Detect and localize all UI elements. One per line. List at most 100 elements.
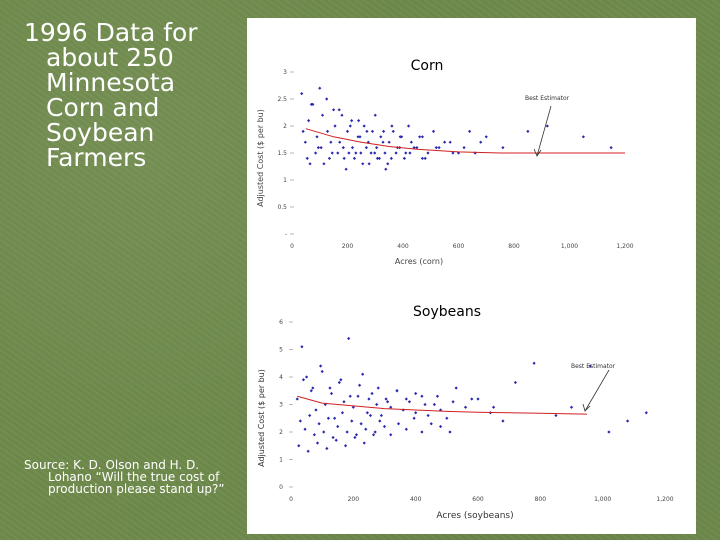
- corn-data-point: [345, 129, 350, 133]
- soybeans-data-point: [334, 438, 338, 442]
- soybeans-y-tick-label: 3: [279, 402, 283, 409]
- soybeans-x-tick-label: 600: [472, 496, 484, 503]
- soybeans-data-point: [378, 419, 382, 423]
- soybeans-x-tick-label: 1,000: [594, 496, 611, 503]
- soybeans-data-point: [342, 400, 346, 404]
- soybeans-y-axis-label: Adjusted Cost ($ per bu): [257, 369, 266, 467]
- soybeans-chart-title: Soybeans: [413, 304, 481, 320]
- soybeans-data-point: [354, 433, 359, 437]
- soybeans-data-point: [414, 411, 418, 415]
- source-line-2: Lohano “Will the true cost of: [48, 470, 220, 484]
- corn-data-point: [319, 146, 323, 150]
- soybeans-data-point: [309, 389, 313, 393]
- soybeans-data-point: [353, 435, 357, 440]
- corn-x-tick-label: 1,200: [616, 243, 633, 250]
- corn-y-tick-label: 2.5: [277, 96, 287, 103]
- soybeans-y-tick-label: 1: [279, 457, 283, 464]
- soybeans-data-point: [404, 427, 408, 431]
- corn-data-point: [348, 124, 352, 128]
- corn-data-point: [431, 129, 436, 133]
- soybeans-data-point: [331, 435, 335, 440]
- corn-data-point: [362, 124, 366, 128]
- soybeans-data-point: [429, 422, 433, 426]
- soybeans-data-point: [448, 430, 452, 434]
- title-line-2: about 250: [46, 43, 174, 72]
- soybeans-data-point: [347, 336, 351, 341]
- corn-data-point: [420, 156, 425, 160]
- soybeans-data-point: [303, 427, 307, 431]
- soybeans-data-point: [304, 375, 309, 379]
- corn-data-point: [389, 156, 393, 160]
- corn-data-point: [301, 129, 305, 133]
- soybeans-data-point: [370, 391, 374, 396]
- soybeans-data-point: [412, 416, 416, 420]
- corn-data-point: [383, 151, 387, 155]
- title-line-6: Farmers: [46, 143, 147, 172]
- corn-data-point: [354, 151, 358, 155]
- slide-title: 1996 Data for about 250 Minnesota Corn a…: [24, 20, 234, 170]
- corn-data-point: [337, 108, 341, 112]
- corn-data-point: [434, 146, 438, 150]
- soybeans-data-point: [414, 391, 418, 396]
- corn-data-point: [408, 151, 412, 155]
- corn-data-point: [370, 129, 375, 133]
- soybeans-x-tick-label: 800: [535, 496, 547, 503]
- corn-y-tick-label: -: [285, 231, 287, 238]
- soybeans-data-point: [435, 394, 440, 398]
- soybeans-y-tick-label: 6: [279, 319, 283, 326]
- corn-data-point: [344, 167, 348, 171]
- soybeans-data-point: [328, 386, 332, 390]
- corn-chart: Corn Acres (corn) Adjusted Cost ($ per b…: [256, 58, 634, 266]
- soybeans-data-point: [361, 372, 365, 376]
- soybeans-x-tick-label: 1,200: [656, 496, 673, 503]
- soybeans-data-point: [476, 397, 480, 401]
- title-line-3: Minnesota: [46, 68, 176, 97]
- soybeans-data-point: [314, 408, 318, 412]
- corn-data-point: [418, 135, 422, 139]
- corn-data-point: [375, 146, 379, 150]
- corn-x-tick-label: 400: [397, 243, 409, 250]
- soybeans-x-axis-label: Acres (soybeans): [436, 511, 513, 521]
- corn-data-point: [352, 156, 357, 160]
- corn-data-point: [320, 113, 325, 117]
- soybeans-data-point: [501, 419, 505, 423]
- corn-data-point: [315, 135, 319, 139]
- soybeans-x-tick-label: 0: [289, 496, 293, 503]
- soybeans-data-point: [445, 416, 449, 420]
- corn-data-point: [365, 129, 369, 133]
- corn-data-point: [350, 146, 355, 150]
- corn-data-point: [379, 135, 383, 139]
- corn-data-point: [406, 124, 411, 128]
- soybeans-data-point: [368, 413, 373, 418]
- corn-data-point: [316, 146, 320, 150]
- corn-x-tick-label: 200: [342, 243, 354, 250]
- corn-data-point: [468, 129, 472, 133]
- corn-data-point: [333, 124, 337, 128]
- corn-data-point: [479, 140, 483, 144]
- corn-y-tick-label: 1: [283, 177, 287, 184]
- soybeans-data-point: [348, 394, 352, 398]
- soybeans-data-point: [376, 386, 380, 390]
- soybeans-data-point: [420, 394, 424, 398]
- corn-data-point: [545, 124, 549, 128]
- soybeans-data-point: [365, 411, 369, 415]
- soybeans-data-point: [389, 433, 393, 437]
- soybeans-data-point: [401, 408, 405, 412]
- corn-data-point: [609, 146, 613, 150]
- soybeans-data-point: [364, 427, 368, 431]
- soybeans-data-point: [333, 416, 337, 420]
- soybeans-data-point: [389, 405, 393, 409]
- corn-data-point: [357, 119, 361, 123]
- soybeans-data-point: [386, 400, 390, 404]
- soybeans-annotation-arrow: [584, 369, 610, 412]
- soybeans-data-point: [491, 405, 496, 409]
- corn-data-point: [420, 135, 425, 139]
- corn-x-axis-label: Acres (corn): [395, 257, 443, 266]
- soybeans-data-point: [295, 397, 299, 401]
- corn-data-point: [325, 97, 329, 101]
- soybeans-data-point: [384, 397, 388, 401]
- soybeans-data-point: [451, 400, 455, 404]
- soybeans-data-point: [379, 413, 383, 418]
- soybeans-data-point: [607, 430, 611, 434]
- corn-data-point: [307, 119, 311, 123]
